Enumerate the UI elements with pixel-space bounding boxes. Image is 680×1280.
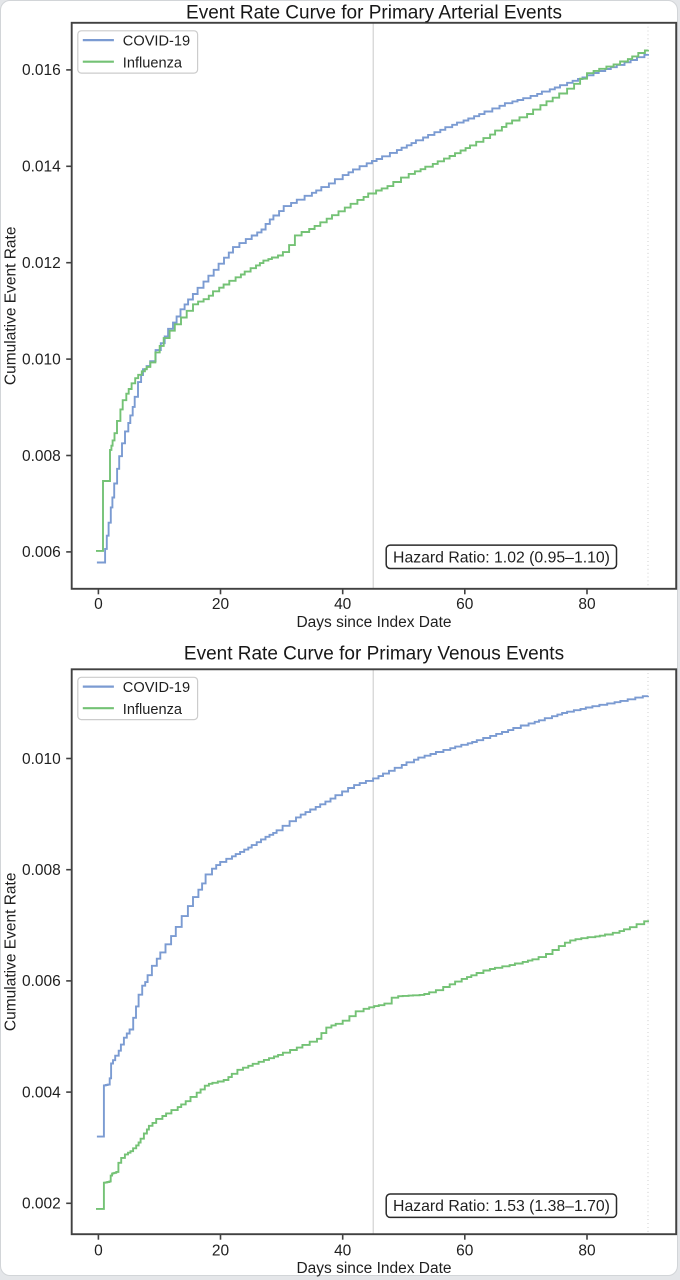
svg-text:Influenza: Influenza	[123, 702, 183, 718]
svg-text:80: 80	[578, 1243, 596, 1260]
svg-text:60: 60	[456, 596, 474, 613]
svg-text:0.012: 0.012	[22, 255, 61, 272]
svg-text:0.008: 0.008	[22, 862, 61, 879]
svg-text:0: 0	[94, 1243, 103, 1260]
svg-text:Days since Index Date: Days since Index Date	[296, 614, 451, 631]
svg-text:Influenza: Influenza	[123, 55, 183, 71]
svg-text:40: 40	[334, 1243, 352, 1260]
svg-text:60: 60	[456, 1243, 474, 1260]
svg-text:0.016: 0.016	[22, 62, 61, 79]
svg-text:0.006: 0.006	[22, 973, 61, 990]
svg-text:0.004: 0.004	[22, 1084, 61, 1101]
svg-text:0.002: 0.002	[22, 1196, 61, 1213]
svg-text:Hazard Ratio: 1.02 (0.95–1.10): Hazard Ratio: 1.02 (0.95–1.10)	[393, 549, 610, 566]
svg-text:0.010: 0.010	[22, 751, 61, 768]
svg-text:Days since Index Date: Days since Index Date	[296, 1260, 451, 1277]
svg-text:0.006: 0.006	[22, 544, 61, 561]
svg-text:20: 20	[212, 1243, 230, 1260]
svg-text:0.008: 0.008	[22, 448, 61, 465]
svg-text:Event Rate Curve for Primary V: Event Rate Curve for Primary Venous Even…	[184, 644, 564, 665]
svg-text:20: 20	[212, 596, 230, 613]
svg-text:Cumulative Event Rate: Cumulative Event Rate	[3, 873, 20, 1032]
svg-text:40: 40	[334, 596, 352, 613]
svg-text:COVID-19: COVID-19	[123, 34, 190, 50]
svg-text:Event Rate Curve for Primary A: Event Rate Curve for Primary Arterial Ev…	[186, 2, 562, 23]
svg-text:0.010: 0.010	[22, 351, 61, 368]
svg-text:COVID-19: COVID-19	[123, 680, 190, 696]
svg-text:Cumulative Event Rate: Cumulative Event Rate	[3, 227, 20, 386]
svg-text:Hazard Ratio: 1.53 (1.38–1.70): Hazard Ratio: 1.53 (1.38–1.70)	[393, 1198, 610, 1215]
svg-text:0.014: 0.014	[22, 159, 61, 176]
svg-text:0: 0	[94, 596, 103, 613]
svg-text:80: 80	[578, 596, 596, 613]
